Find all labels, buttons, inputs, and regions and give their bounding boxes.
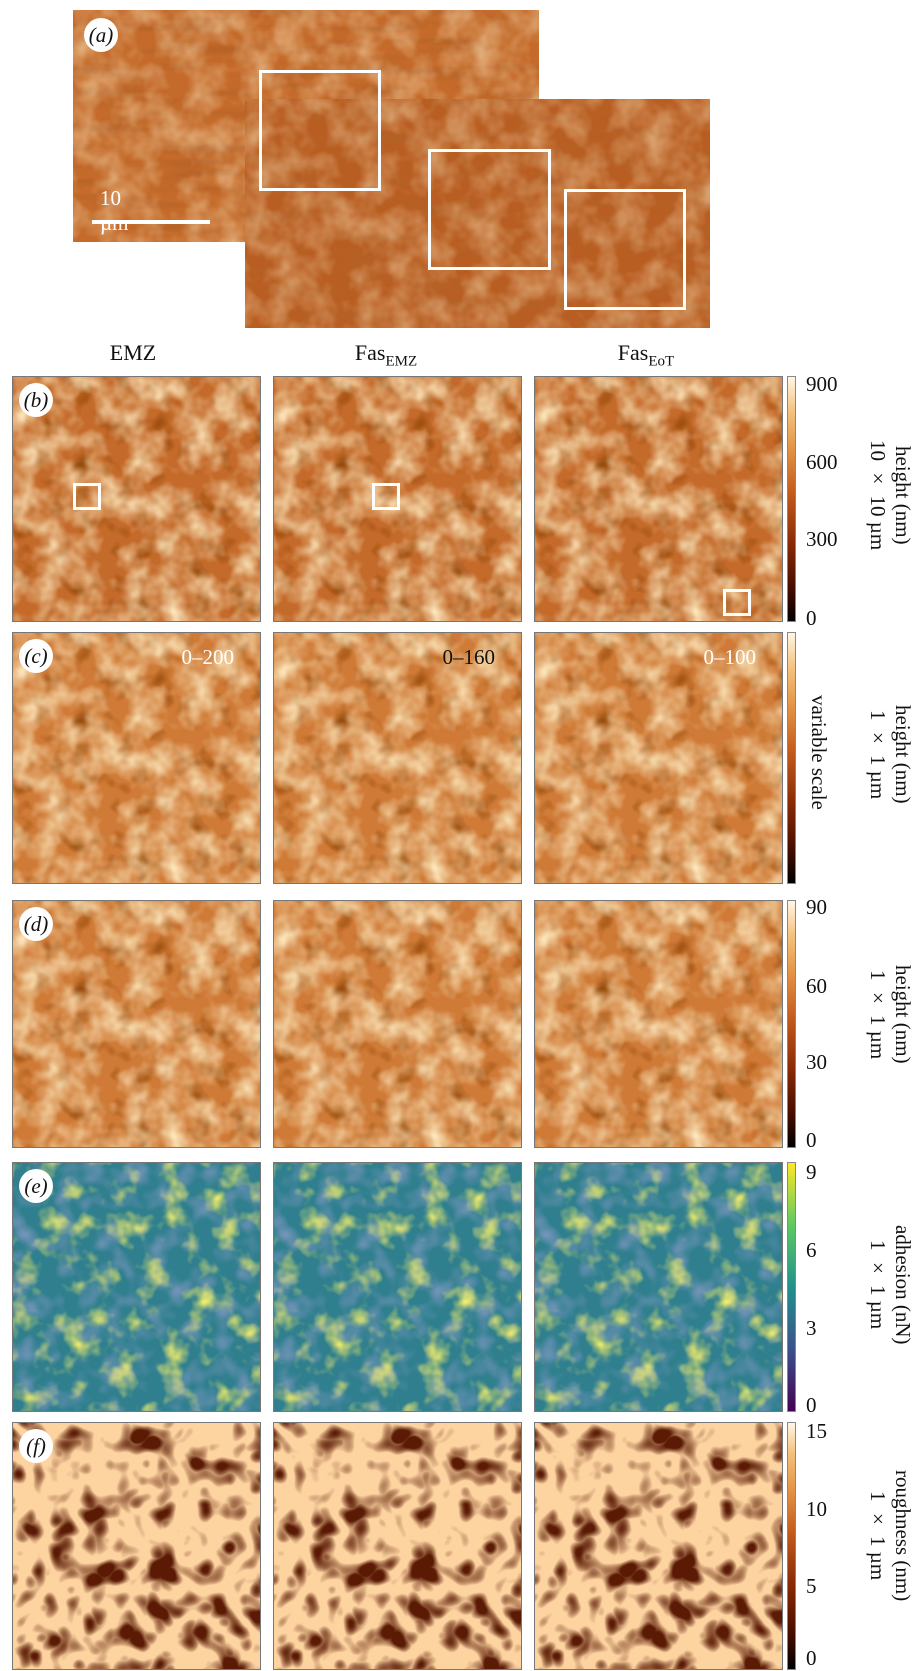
roi-box-fas-eot [564, 189, 686, 310]
scale-bar [92, 220, 210, 224]
afm-image-c-fas-eot: 0–100 [534, 632, 783, 884]
side-label-f: roughness (nm) 1 × 1 µm [866, 1470, 915, 1602]
afm-image-b-emz: (b) [12, 376, 261, 622]
column-header-emz: EMZ [109, 340, 157, 365]
panel-label-f: (f) [19, 1429, 53, 1463]
afm-image-e-fas-eot [534, 1162, 783, 1412]
tick-e-3: 3 [806, 1316, 817, 1340]
scale-range-label: 0–100 [703, 645, 757, 669]
scale-bar-label: 10 µm [100, 186, 129, 235]
tick-d-0: 0 [806, 1128, 817, 1152]
tick-f-5: 5 [806, 1574, 817, 1598]
roi-box-fas-emz [428, 149, 551, 270]
panel-label-b: (b) [19, 383, 53, 417]
tick-b-600: 600 [806, 450, 838, 474]
tick-f-0: 0 [806, 1646, 817, 1670]
afm-image-c-fas-emz: 0–160 [273, 632, 522, 884]
panel-label-a: (a) [84, 18, 118, 52]
afm-image-f-fas-emz [273, 1422, 522, 1670]
tick-d-90: 90 [806, 895, 827, 919]
colorbar-roughness [787, 1422, 796, 1670]
roi-box-small [723, 589, 751, 616]
afm-image-f-fas-eot [534, 1422, 783, 1670]
tick-d-60: 60 [806, 974, 827, 998]
afm-image-e-fas-emz [273, 1162, 522, 1412]
column-header-fas-eot: FasEoT [617, 340, 675, 370]
afm-image-b-fas-emz [273, 376, 522, 622]
panel-label-c: (c) [19, 639, 53, 673]
colorbar-variable-scale-label: variable scale [807, 695, 831, 810]
roi-box-small [372, 483, 400, 510]
side-label-c: height (nm) 1 × 1 µm [866, 705, 915, 804]
scale-range-label: 0–200 [181, 645, 235, 669]
tick-f-10: 10 [806, 1497, 827, 1521]
afm-image-d-fas-emz [273, 900, 522, 1148]
colorbar-height-variable [787, 632, 796, 884]
column-header-fas-emz: FasEMZ [354, 340, 418, 370]
afm-image-d-fas-eot [534, 900, 783, 1148]
afm-image-e-emz: (e) [12, 1162, 261, 1412]
colorbar-height-1um [787, 900, 796, 1148]
tick-e-6: 6 [806, 1238, 817, 1262]
tick-b-300: 300 [806, 527, 838, 551]
afm-image-c-emz: 0–200 (c) [12, 632, 261, 884]
scale-range-label: 0–160 [442, 645, 496, 669]
tick-b-900: 900 [806, 372, 838, 396]
side-label-b: height (nm) 10 × 10 µm [866, 440, 915, 551]
afm-tile-right [245, 99, 710, 328]
afm-image-b-fas-eot [534, 376, 783, 622]
side-label-d: height (nm) 1 × 1 µm [866, 965, 915, 1064]
roi-box-small [73, 483, 101, 510]
roi-box-emz [259, 70, 381, 191]
afm-image-f-emz: (f) [12, 1422, 261, 1670]
tick-e-9: 9 [806, 1160, 817, 1184]
tick-d-30: 30 [806, 1050, 827, 1074]
side-label-e: adhesion (nN) 1 × 1 µm [866, 1225, 915, 1345]
panel-label-d: (d) [19, 907, 53, 941]
tick-e-0: 0 [806, 1393, 817, 1417]
colorbar-adhesion [787, 1162, 796, 1412]
tick-b-0: 0 [806, 606, 817, 630]
afm-image-d-emz: (d) [12, 900, 261, 1148]
panel-label-e: (e) [19, 1169, 53, 1203]
tick-f-15: 15 [806, 1419, 827, 1443]
colorbar-height-10um [787, 376, 796, 622]
